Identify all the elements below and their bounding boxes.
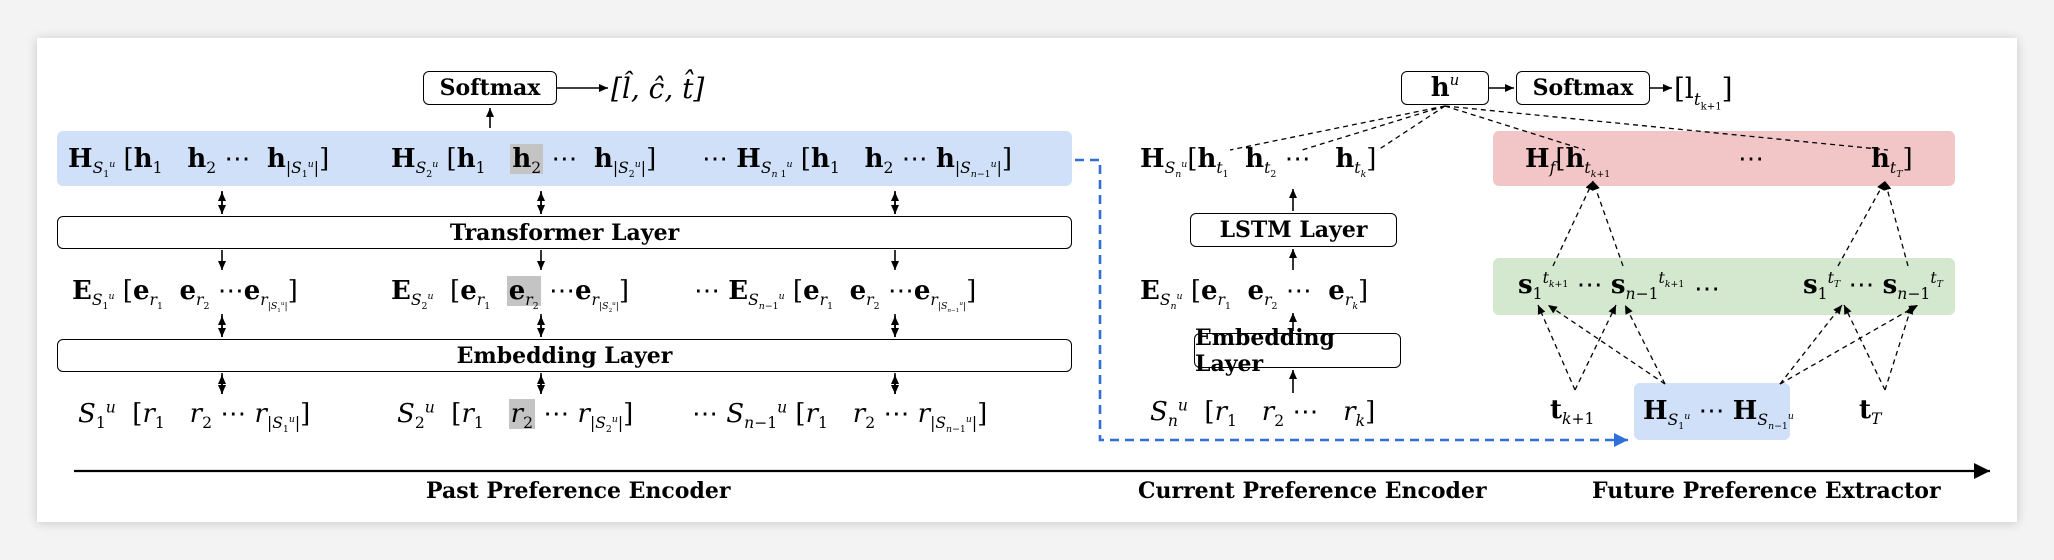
- current-embedding-seq: ESnu [er1 er2 ⋯ erk]: [1140, 276, 1369, 313]
- past-to-future-connector: [1075, 158, 1628, 447]
- current-arrows: [1289, 84, 1672, 393]
- user-vector-sup: u: [1449, 71, 1460, 89]
- past-hidden-band: [57, 131, 1072, 186]
- attention-lines: [1229, 105, 1889, 151]
- hidden-seq-2: HS2u [h1 h2 ⋯ h|S2u|]: [391, 144, 657, 181]
- past-arrows: [218, 84, 899, 394]
- softmax-left-box: Softmax: [423, 71, 557, 105]
- future-hidden-last: htT]: [1871, 144, 1913, 181]
- transformer-layer-box: Transformer Layer: [57, 216, 1072, 249]
- state-k1-group: s1tk+1 ⋯ sn−1tk+1: [1518, 269, 1685, 304]
- embedding-seq-n-1: ⋯ ESn−1u [er1 er2 ⋯er|Sn−1u|]: [694, 276, 977, 315]
- embedding-layer-left-box: Embedding Layer: [57, 339, 1072, 372]
- past-output-label: [l̂, ĉ, t̂]: [611, 72, 705, 105]
- past-up-arrows: [218, 192, 899, 394]
- section-past: Past Preference Encoder: [426, 478, 731, 504]
- hidden-seq-1: HS1u [h1 h2 ⋯ h|S1u|]: [68, 144, 330, 181]
- past-summary-band: [1634, 383, 1790, 440]
- future-hidden-seq: Hf[htk+1: [1525, 144, 1611, 181]
- state-dots: ⋯: [1694, 274, 1720, 304]
- embedding-seq-2: ES2u [er1 er2 ⋯er|S2u|]: [391, 276, 630, 315]
- current-sequence: Snu [r1 r2 ⋯ rk]: [1150, 396, 1376, 431]
- section-current: Current Preference Encoder: [1138, 478, 1487, 504]
- embedding-layer-mid-box: Embedding Layer: [1194, 325, 1401, 377]
- sequence-n-1: ⋯ Sn−1u [r1 r2 ⋯ r|Sn−1u|]: [692, 398, 988, 436]
- future-state-band: [1493, 258, 1955, 315]
- past-summary-seq: HS1u ⋯ HSn−1u: [1643, 396, 1794, 433]
- lstm-layer-box: LSTM Layer: [1190, 213, 1397, 247]
- sequence-2: S2u [r1 r2 ⋯ r|S2u|]: [397, 398, 634, 436]
- future-hidden-dots: ⋯: [1738, 144, 1764, 174]
- future-output-label: [ltk+1]: [1674, 72, 1733, 112]
- embedding-seq-1: ES1u [er1 er2 ⋯er|S1u|]: [72, 276, 298, 315]
- current-hidden-seq: HSnu[ht1 ht2 ⋯ htk]: [1140, 144, 1377, 181]
- sequence-1: S1u [r1 r2 ⋯ r|S1u|]: [78, 398, 311, 436]
- section-future: Future Preference Extractor: [1592, 478, 1941, 504]
- time-k1: tk+1: [1550, 395, 1595, 429]
- user-vector-label: h: [1430, 73, 1450, 103]
- state-T-group: s1tT ⋯ sn−1tT: [1803, 269, 1943, 304]
- future-hidden-band: [1493, 131, 1955, 186]
- future-lines: [1537, 180, 1919, 391]
- time-T: tT: [1859, 395, 1882, 429]
- hidden-seq-n-1: ⋯ HSn 1u [h1 h2 ⋯ h|Sn−1u|]: [702, 144, 1013, 181]
- softmax-right-box: Softmax: [1516, 71, 1650, 105]
